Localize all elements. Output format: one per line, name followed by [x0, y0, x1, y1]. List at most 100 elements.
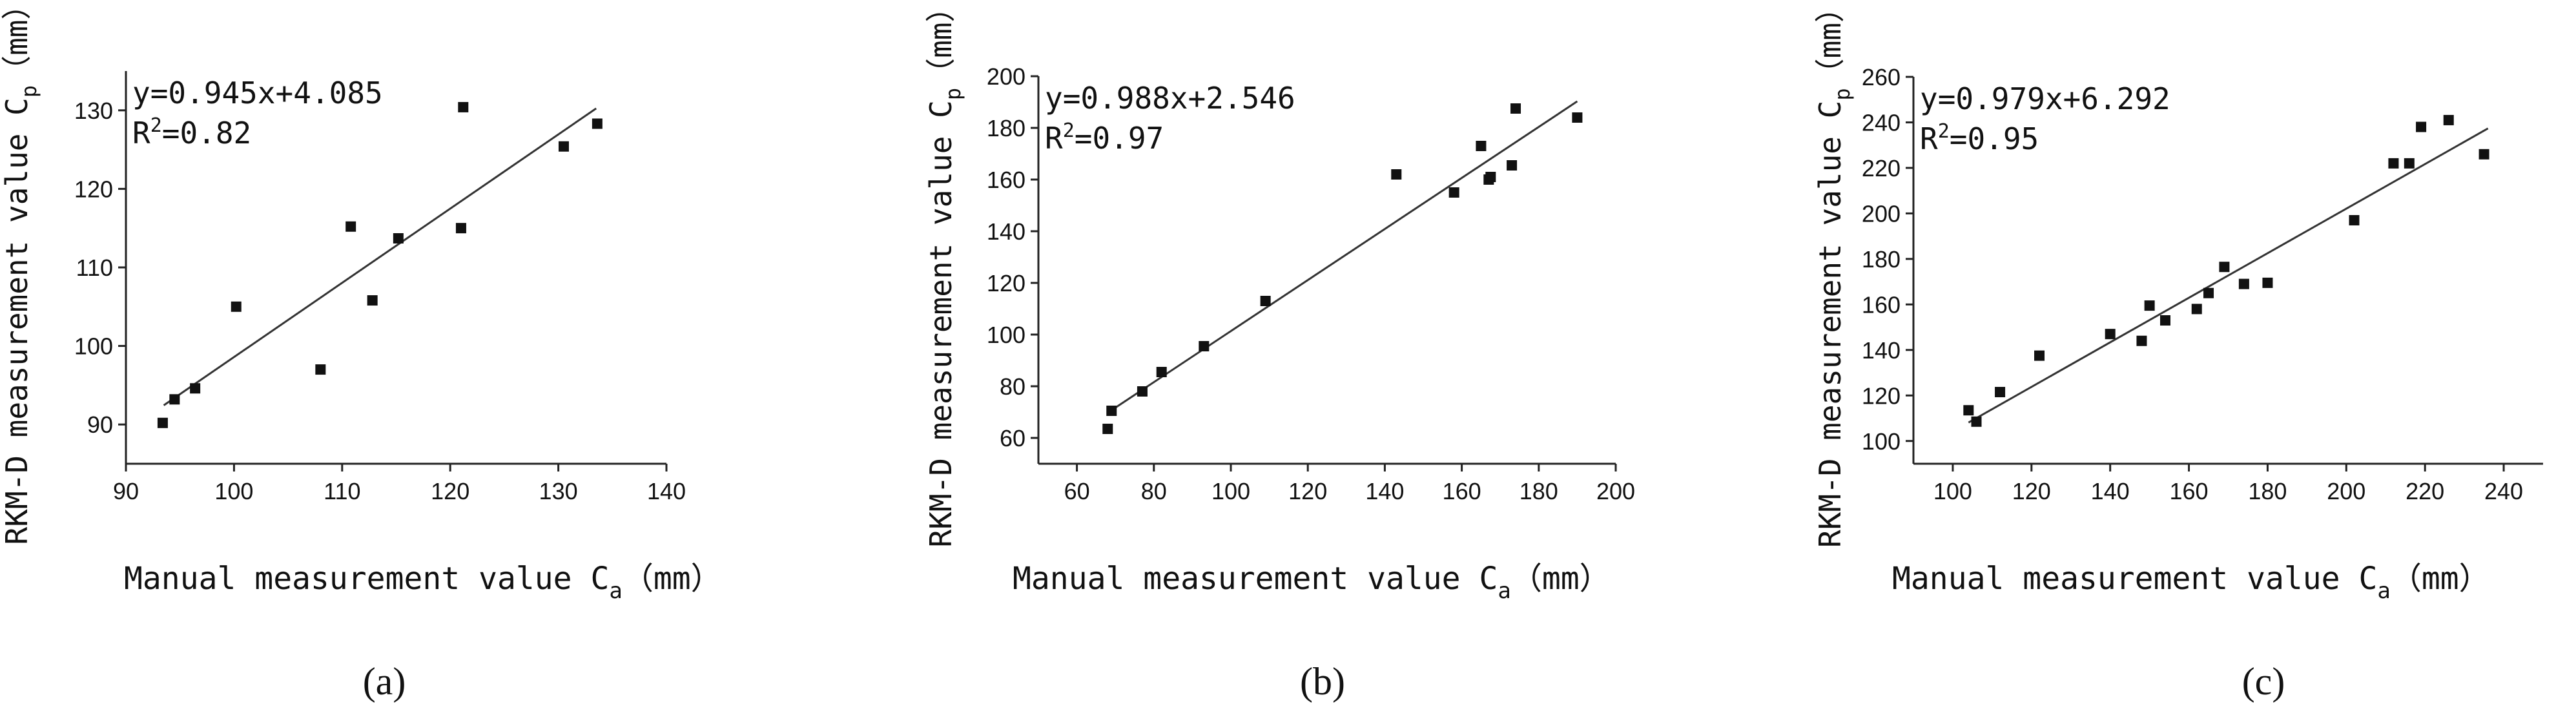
y-tick-label: 100: [1862, 428, 1901, 455]
data-point: [2443, 114, 2454, 125]
regression-equation: y=0.988x+2.546: [1045, 81, 1295, 116]
data-point: [1106, 406, 1117, 416]
data-point: [2034, 350, 2045, 361]
data-point: [1260, 296, 1271, 306]
data-point: [2349, 214, 2360, 225]
data-point: [157, 417, 168, 428]
y-tick-label: 180: [987, 115, 1025, 141]
y-tick-label: 260: [1862, 64, 1901, 90]
y-tick-label: 100: [74, 333, 113, 360]
y-tick-label: 100: [987, 322, 1025, 348]
x-tick-label: 240: [2484, 478, 2523, 504]
regression-line: [163, 107, 597, 406]
data-point: [1572, 112, 1583, 123]
x-axis-title-subscript: a: [1498, 578, 1510, 604]
x-axis-title-unit: （mm）: [2391, 561, 2490, 597]
data-point: [393, 233, 404, 244]
y-tick-label: 180: [1862, 246, 1901, 273]
y-tick-label: 120: [1862, 382, 1901, 409]
y-tick-label: 160: [1862, 291, 1901, 318]
y-tick-label: 140: [987, 218, 1025, 245]
data-point: [455, 223, 466, 234]
x-tick-label: 140: [1365, 478, 1404, 504]
data-point: [1963, 405, 1974, 416]
x-axis-title-unit: （mm）: [1511, 561, 1611, 597]
r-squared-label: R2=0.82: [132, 114, 251, 150]
panel-label: (b): [1300, 660, 1345, 703]
data-point: [2238, 278, 2249, 289]
r-squared-superscript: 2: [1938, 120, 1950, 143]
x-tick-label: 120: [1288, 478, 1327, 504]
y-tick-label: 220: [1862, 155, 1901, 181]
data-point: [458, 101, 469, 112]
y-tick-label: 120: [74, 176, 113, 202]
y-tick-label: 80: [1000, 373, 1025, 400]
data-point: [1485, 172, 1496, 182]
r-squared-label: R2=0.95: [1920, 120, 2039, 156]
r-squared-symbol: R: [1045, 121, 1063, 156]
data-point: [2416, 121, 2427, 132]
x-tick-label: 110: [324, 478, 360, 504]
x-axis-title-text: Manual measurement value C: [124, 561, 609, 597]
data-point: [2203, 287, 2214, 298]
data-point: [345, 221, 356, 232]
y-axis-title-subscript: p: [17, 85, 41, 98]
x-axis-title: Manual measurement value Ca（mm）: [1892, 561, 2490, 604]
y-axis-title-unit: （mm）: [0, 0, 34, 85]
data-point: [592, 118, 603, 129]
x-axis-title: Manual measurement value Ca（mm）: [124, 561, 722, 604]
r-squared-superscript: 2: [1063, 119, 1075, 142]
chart-panel-b: 60 80 100 120 140 160 180 200 60 80 100 120 140 160 18…: [923, 0, 1635, 703]
regression-line: [1968, 127, 2489, 424]
x-tick-label: 100: [214, 478, 253, 504]
r-squared-symbol: R: [132, 116, 150, 150]
y-tick-label: 90: [87, 411, 113, 438]
y-axis-title-unit: （mm）: [1813, 0, 1848, 88]
regression-equation: y=0.979x+6.292: [1920, 81, 2170, 116]
chart-panel-c: 100 120 140 160 180 200 220 240 100 120 140 160 180 2…: [1813, 0, 2543, 703]
data-point: [2105, 329, 2116, 340]
x-tick-label: 90: [113, 478, 139, 504]
x-tick-label: 160: [2170, 478, 2209, 504]
y-tick-label: 200: [1862, 200, 1901, 227]
x-axis-title-text: Manual measurement value C: [1892, 561, 2377, 597]
data-point: [315, 364, 326, 375]
data-point: [190, 383, 201, 394]
y-axis-title: RKM-D measurement value Cp（mm）: [923, 0, 965, 548]
data-point: [1971, 416, 1982, 427]
data-point: [1995, 387, 2006, 398]
y-tick-label: 200: [987, 63, 1025, 90]
data-point: [1102, 424, 1113, 434]
data-point: [1199, 341, 1210, 351]
y-axis-title-subscript: p: [941, 88, 965, 100]
x-tick-label: 160: [1443, 478, 1481, 504]
x-tick-label: 200: [2327, 478, 2365, 504]
y-tick-label: 120: [987, 270, 1025, 296]
regression-equation: y=0.945x+4.085: [132, 76, 383, 110]
data-point: [558, 141, 569, 152]
r-squared-value: =0.95: [1950, 121, 2039, 156]
r-squared-label: R2=0.97: [1045, 119, 1164, 156]
x-axis-title-text: Manual measurement value C: [1013, 561, 1498, 597]
data-point: [231, 301, 242, 312]
r-squared-value: =0.82: [162, 116, 251, 150]
x-axis-title-subscript: a: [609, 578, 622, 604]
y-tick-label: 140: [1862, 337, 1901, 364]
x-axis-title-unit: （mm）: [623, 561, 722, 597]
data-point: [1137, 386, 1148, 397]
regression-line: [1107, 100, 1578, 414]
x-tick-label: 140: [647, 478, 686, 504]
data-point: [1507, 160, 1518, 171]
x-tick-label: 80: [1141, 478, 1167, 504]
data-point: [2191, 304, 2202, 315]
data-point: [367, 295, 378, 306]
r-squared-value: =0.97: [1075, 121, 1164, 156]
y-axis-title-text: RKM-D measurement value C: [923, 100, 958, 547]
y-axis-title: RKM-D measurement value Cp（mm）: [0, 0, 41, 545]
chart-panel-a: 90 100 110 120 130 140 90 100 110 120 130 y=0.945x+…: [0, 0, 722, 703]
x-tick-label: 60: [1064, 478, 1090, 504]
y-tick-label: 240: [1862, 109, 1901, 136]
data-point: [1448, 187, 1459, 198]
y-axis-title: RKM-D measurement value Cp（mm）: [1813, 0, 1855, 548]
